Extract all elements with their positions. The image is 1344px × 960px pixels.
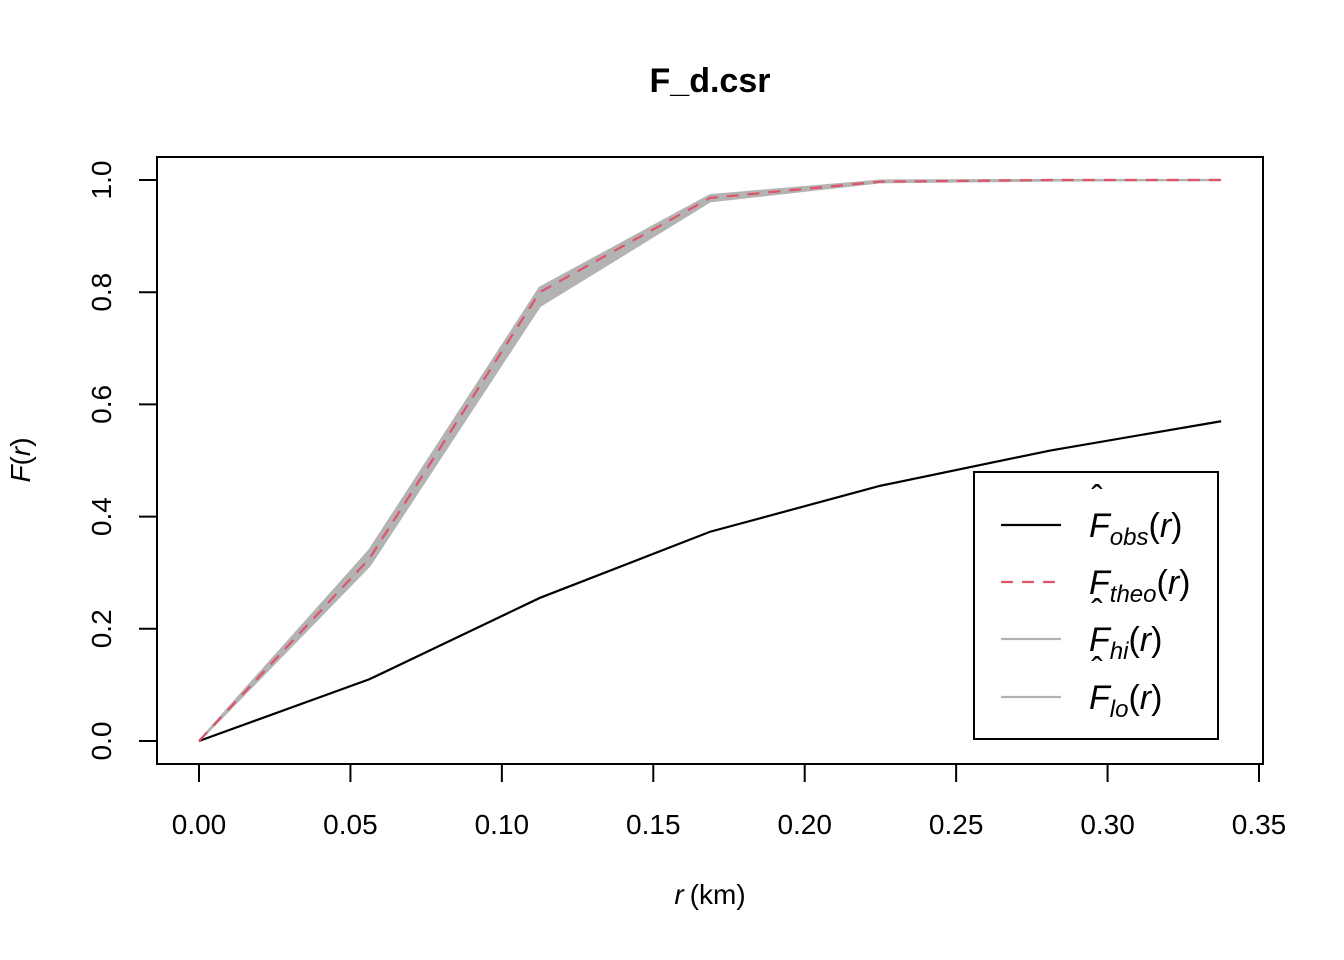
legend-hat: ˆ [1091, 651, 1102, 689]
series-line-theo [198, 178, 1222, 742]
legend-open-paren: ( [1128, 679, 1140, 717]
legend-open-paren: ( [1148, 507, 1160, 545]
legend-symbol: F [1089, 507, 1112, 545]
legend-symbol: F [1089, 679, 1112, 717]
y-tick-label: 0.8 [86, 273, 117, 312]
y-tick-label: 0.6 [86, 385, 117, 424]
x-tick-label: 0.25 [929, 809, 984, 840]
y-tick-label: 0.4 [86, 497, 117, 536]
legend-symbol: F [1089, 621, 1112, 659]
y-axis-label: F(r) [5, 437, 36, 482]
y-axis-label-base: F [5, 464, 36, 483]
chart-title: F_d.csr [650, 62, 771, 100]
x-tick-label: 0.10 [475, 809, 530, 840]
x-axis: 0.00 0.05 0.10 0.15 0.20 0.25 0.30 0.35 [172, 763, 1287, 840]
legend-label-theo: Ftheo(r) [1089, 564, 1190, 608]
y-axis-label-arg: r [5, 445, 36, 456]
legend-label-obs: Fobs(r) [1089, 507, 1182, 551]
x-tick-label: 0.30 [1080, 809, 1135, 840]
legend-arg: r [1160, 507, 1173, 545]
x-axis-label-unit: (km) [690, 879, 746, 910]
legend-box [973, 471, 1219, 740]
x-tick-label: 0.35 [1232, 809, 1287, 840]
y-axis-label-close: ) [5, 437, 36, 446]
legend-open-paren: ( [1128, 621, 1140, 659]
x-axis-label: r (km) [674, 879, 745, 910]
legend-open-paren: ( [1157, 564, 1169, 602]
y-tick-label: 1.0 [86, 161, 117, 200]
legend-symbol: F [1089, 564, 1112, 602]
legend-hat: ˆ [1091, 479, 1102, 517]
legend-hat: ˆ [1091, 593, 1102, 631]
y-axis: 0.0 0.2 0.4 0.6 0.8 1.0 [86, 161, 158, 761]
legend-subscript: obs [1110, 524, 1149, 551]
series-layer [198, 178, 1222, 743]
series-line-obs [198, 420, 1222, 743]
y-axis-label-open: ( [5, 455, 36, 465]
legend-arg: r [1168, 564, 1181, 602]
legend-subscript: theo [1110, 581, 1157, 608]
legend-subscript: lo [1110, 696, 1129, 723]
legend-close-paren: ) [1179, 564, 1190, 602]
x-tick-label: 0.20 [777, 809, 832, 840]
y-tick-label: 0.0 [86, 722, 117, 761]
legend-label-hi: Fhi(r) [1089, 621, 1162, 665]
x-axis-label-var: r [674, 879, 685, 910]
x-tick-label: 0.00 [172, 809, 227, 840]
legend-label-lo: Flo(r) [1089, 679, 1162, 723]
y-tick-label: 0.2 [86, 609, 117, 648]
legend-close-paren: ) [1171, 507, 1182, 545]
legend-arg: r [1140, 679, 1153, 717]
legend-close-paren: ) [1151, 621, 1162, 659]
legend-close-paren: ) [1151, 679, 1162, 717]
x-tick-label: 0.05 [323, 809, 378, 840]
legend-arg: r [1140, 621, 1153, 659]
legend-subscript: hi [1110, 638, 1129, 665]
x-tick-label: 0.15 [626, 809, 681, 840]
